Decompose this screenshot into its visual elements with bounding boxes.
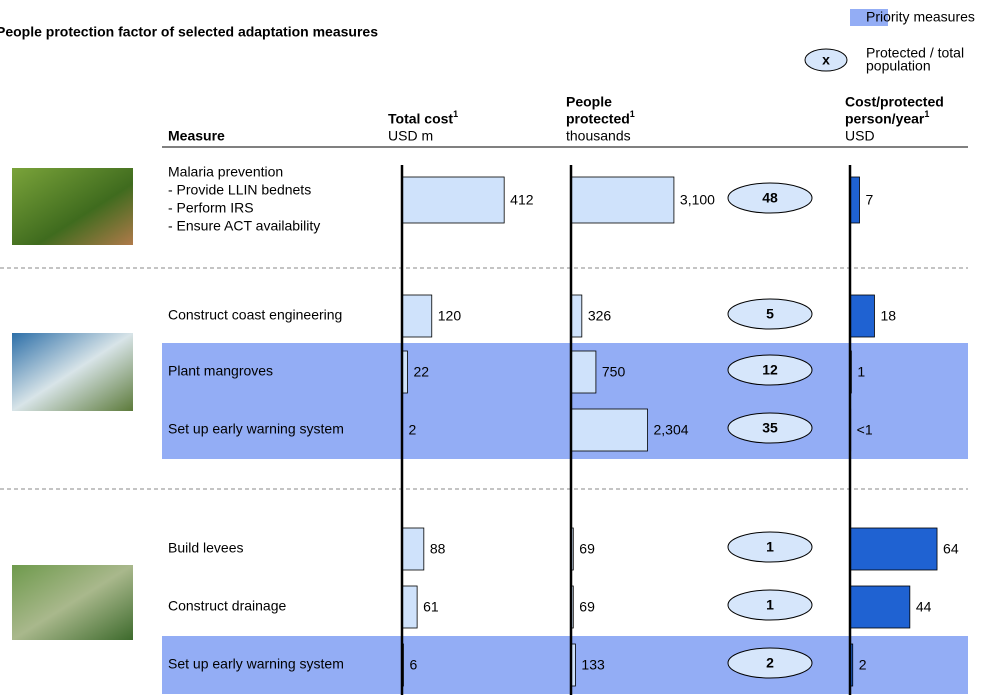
coast-photo [12, 333, 133, 411]
malaria-photo [12, 168, 133, 245]
cost_per-value: 2 [859, 657, 867, 673]
legend-ellipse [804, 48, 848, 72]
share-value: 48 [762, 190, 778, 206]
column-unit: USD [845, 128, 875, 144]
measure-label: - Ensure ACT availability [168, 218, 320, 234]
footnote-mark: 1 [630, 109, 635, 119]
cost-value: 6 [409, 657, 417, 673]
cost_per-bar [849, 585, 911, 629]
share-value: 1 [766, 597, 774, 613]
cost-value: 22 [413, 364, 429, 380]
cost_per-bar [849, 294, 875, 338]
legend-label: Priority measures [866, 9, 975, 25]
measure-label: Set up early warning system [168, 656, 344, 672]
protected-bar [570, 408, 648, 452]
column-unit: thousands [566, 128, 631, 144]
measure-label: Build levees [168, 540, 244, 556]
column-header: Cost/protected [845, 94, 944, 110]
protected-value: 326 [588, 308, 612, 324]
cost-value: 120 [438, 308, 462, 324]
measure-label: Construct coast engineering [168, 307, 342, 323]
measure-label: - Perform IRS [168, 200, 254, 216]
protected-value: 69 [579, 599, 595, 615]
footnote-mark: 1 [453, 109, 458, 119]
protected-value: 3,100 [680, 192, 715, 208]
legend-swatch [850, 9, 888, 26]
cost-bar [401, 585, 418, 629]
legend-symbol: x [822, 52, 830, 68]
cost_per-bar [849, 527, 938, 571]
cost_per-value: 18 [880, 308, 896, 324]
column-unit: USD m [388, 128, 433, 144]
measure-label: Plant mangroves [168, 363, 273, 379]
column-header: protected1 [566, 109, 635, 126]
cost-bar [401, 294, 433, 338]
share-ellipse [727, 589, 813, 621]
share-value: 35 [762, 420, 778, 436]
cost-value: 2 [408, 422, 416, 438]
share-ellipse [727, 647, 813, 679]
share-value: 5 [766, 306, 774, 322]
cost_per-value: 64 [943, 541, 959, 557]
share-ellipse [727, 298, 813, 330]
cost-value: 412 [510, 192, 534, 208]
legend-label: population [866, 58, 931, 74]
cost-value: 88 [430, 541, 446, 557]
protected-value: 69 [579, 541, 595, 557]
cost_per-value: 7 [866, 192, 874, 208]
cost_per-value: 44 [916, 599, 932, 615]
share-ellipse [727, 531, 813, 563]
cost_per-value: <1 [857, 422, 873, 438]
column-header: People [566, 94, 612, 110]
cost-bar [401, 527, 425, 571]
protected-value: 133 [581, 657, 605, 673]
cost-bar [401, 176, 505, 224]
share-ellipse [727, 412, 813, 444]
share-ellipse [727, 182, 813, 214]
measure-label: Malaria prevention [168, 164, 283, 180]
cost_per-value: 1 [857, 364, 865, 380]
river-photo [12, 565, 133, 640]
priority-band [162, 343, 968, 401]
protected-value: 750 [602, 364, 626, 380]
column-header: Measure [168, 128, 225, 144]
column-header: person/year1 [845, 109, 929, 126]
footnote-mark: 1 [924, 109, 929, 119]
share-value: 1 [766, 539, 774, 555]
measure-label: - Provide LLIN bednets [168, 182, 311, 198]
cost_per-bar [849, 176, 860, 224]
protected-bar [570, 176, 675, 224]
share-value: 12 [762, 362, 778, 378]
share-ellipse [727, 354, 813, 386]
measure-label: Set up early warning system [168, 421, 344, 437]
measure-label: Construct drainage [168, 598, 287, 614]
protected-bar [570, 294, 583, 338]
priority-band [162, 636, 968, 694]
protected-value: 2,304 [653, 422, 688, 438]
priority-band [162, 401, 968, 459]
legend-label: Protected / total [866, 45, 964, 61]
cost-value: 61 [423, 599, 439, 615]
protected-bar [570, 350, 597, 394]
share-value: 2 [766, 655, 774, 671]
title: People protection factor of selected ada… [0, 24, 378, 40]
column-header: Total cost1 [388, 109, 458, 126]
